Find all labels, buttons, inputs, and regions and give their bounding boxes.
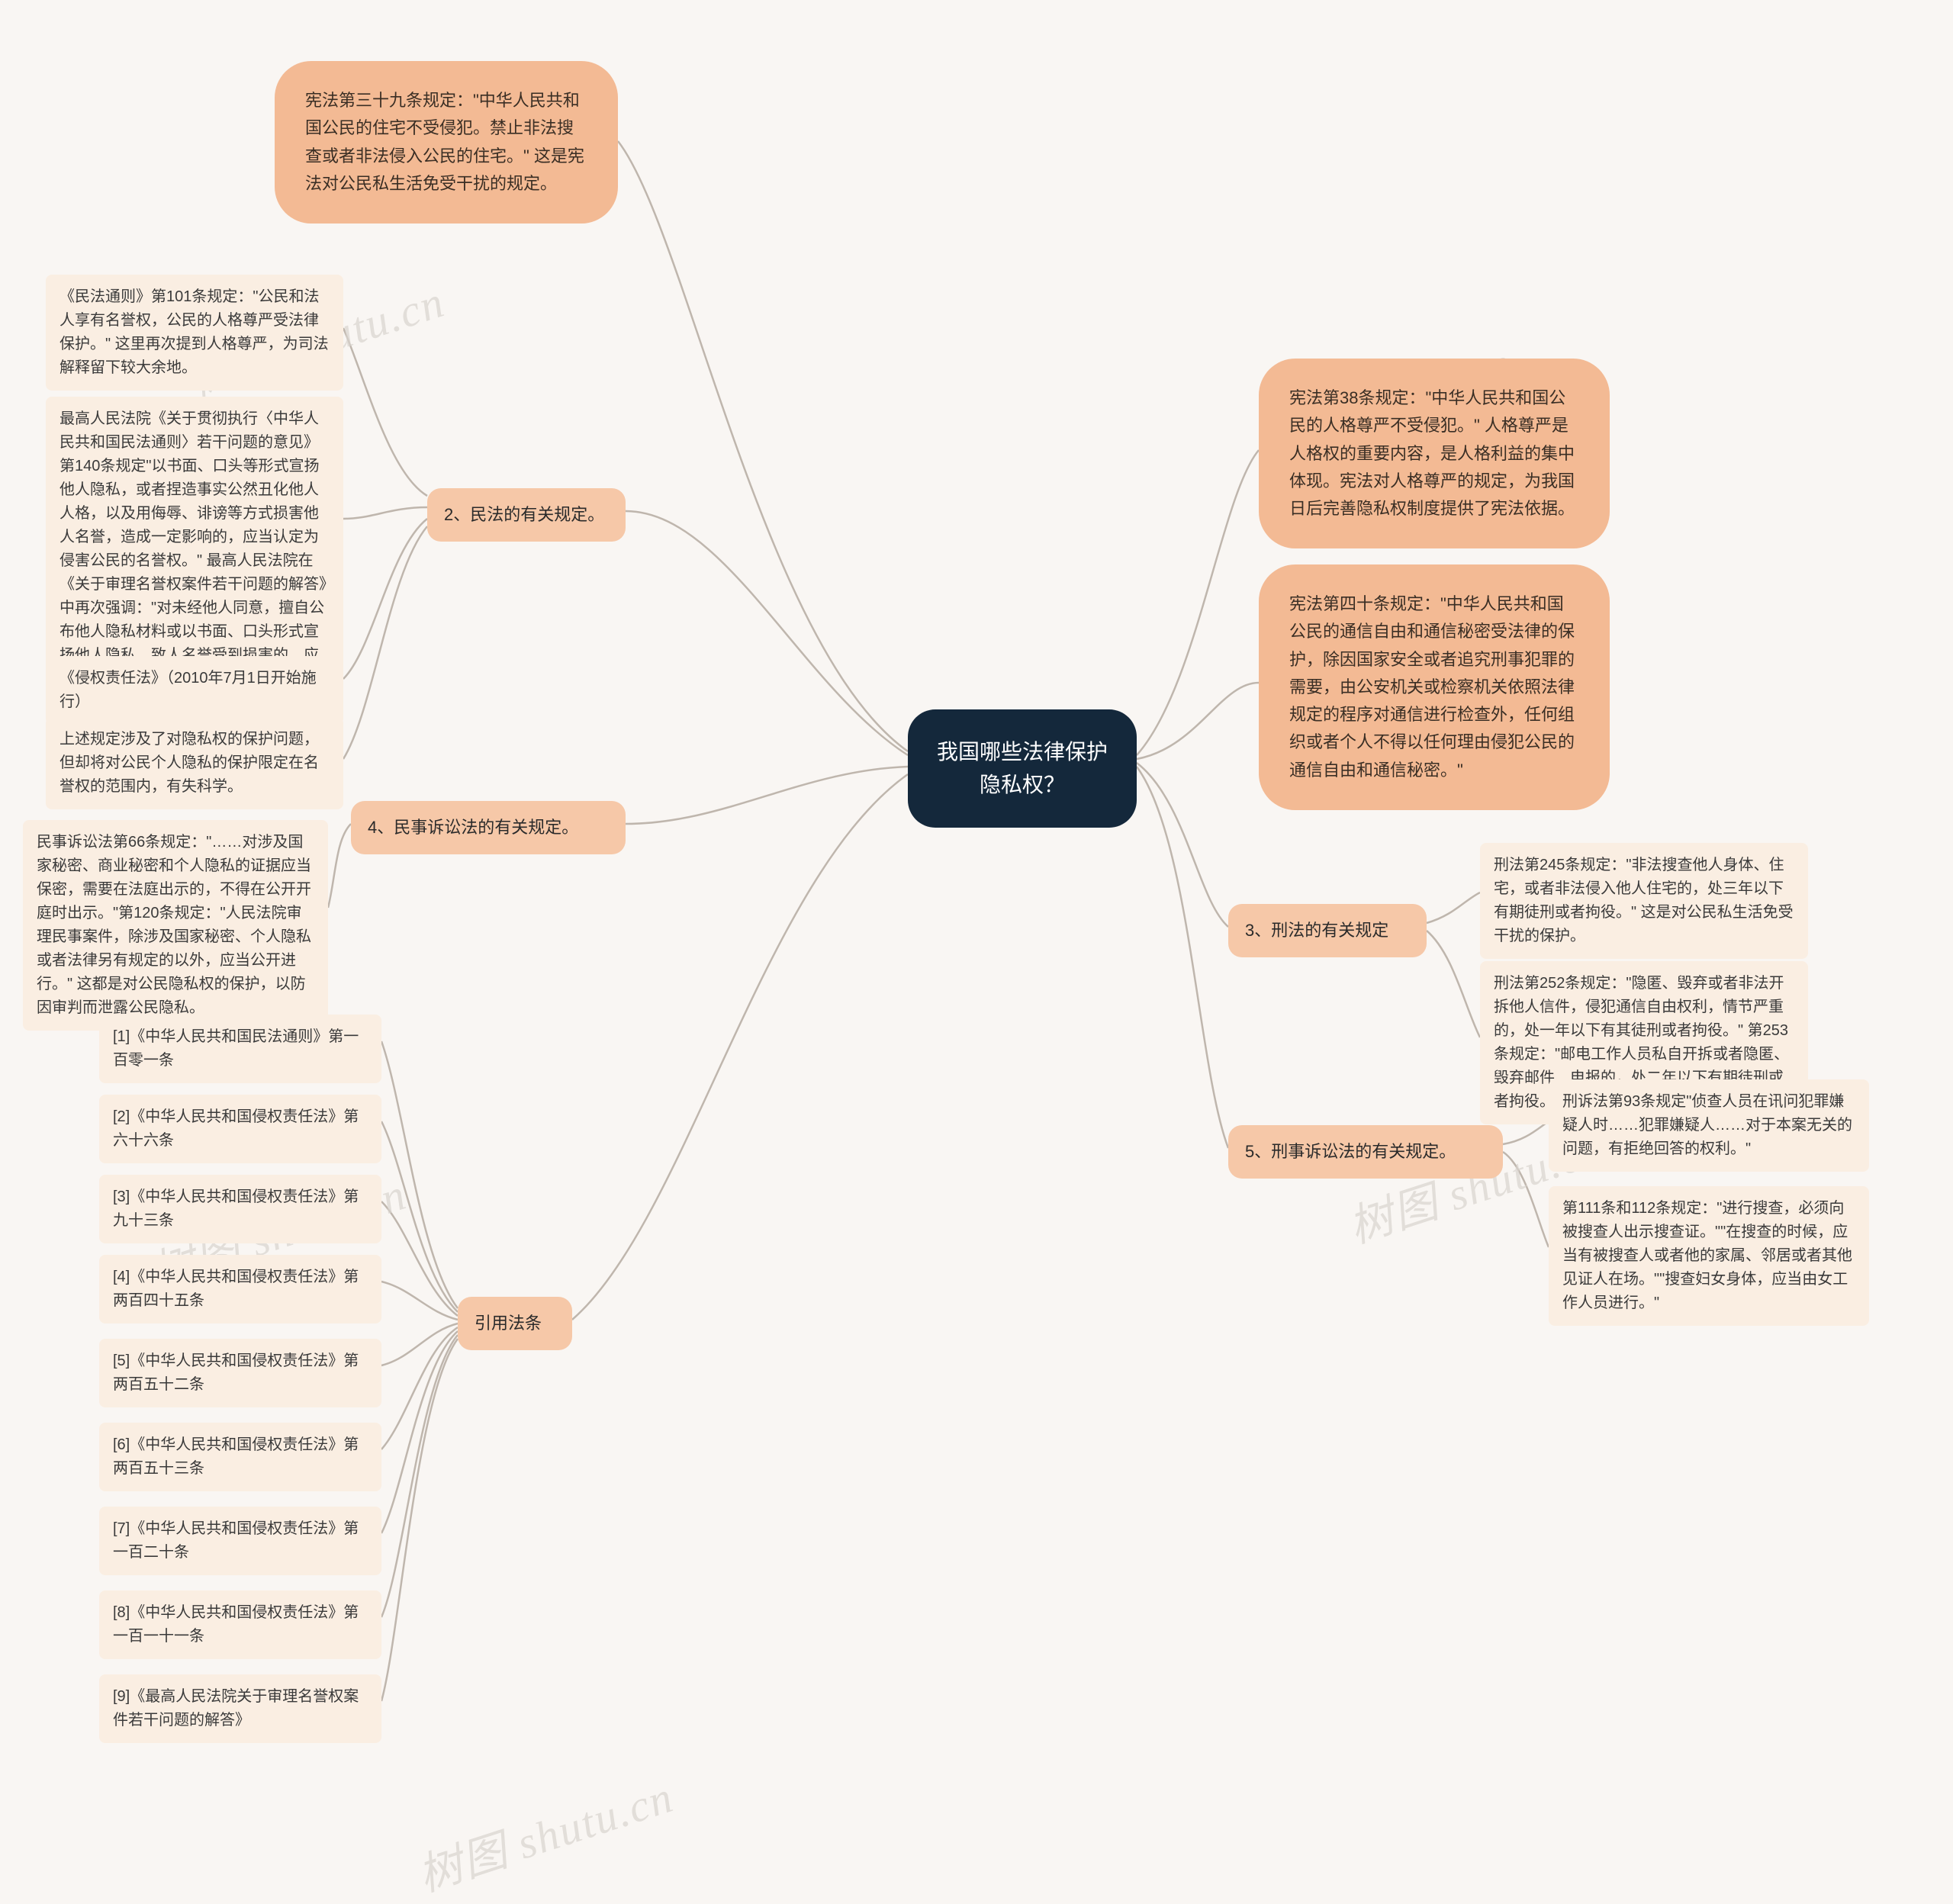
connector — [343, 519, 427, 679]
connector — [1427, 931, 1480, 1037]
category-c4: 4、民事诉讼法的有关规定。 — [351, 801, 626, 854]
connector — [572, 774, 908, 1320]
leaf-c2-2: 《侵权责任法》（2010年7月1日开始施行） — [46, 656, 343, 725]
connector — [381, 1201, 458, 1316]
connector — [1137, 763, 1228, 927]
connector — [381, 1339, 458, 1701]
leaf-c5-1: 第111条和112条规定："进行搜查，必须向被搜查人出示搜查证。""在搜查的时候… — [1549, 1186, 1869, 1326]
connector — [618, 141, 908, 751]
connector — [1503, 1152, 1549, 1247]
category-c3: 3、刑法的有关规定 — [1228, 904, 1427, 957]
connector — [343, 526, 427, 759]
leaf-c6-4: [5]《中华人民共和国侵权责任法》第两百五十二条 — [99, 1339, 381, 1407]
leaf-c6-8: [9]《最高人民法院关于审理名誉权案件若干问题的解答》 — [99, 1674, 381, 1743]
center-node: 我国哪些法律保护隐私权？ — [908, 709, 1137, 828]
connector — [381, 1331, 458, 1533]
connector — [381, 1327, 458, 1449]
leaf-c2-3: 上述规定涉及了对隐私权的保护问题，但却将对公民个人隐私的保护限定在名誉权的范围内… — [46, 717, 343, 809]
connector — [381, 1121, 458, 1312]
leaf-c2-0: 《民法通则》第101条规定："公民和法人享有名誉权，公民的人格尊严受法律保护。"… — [46, 275, 343, 391]
leaf-c6-3: [4]《中华人民共和国侵权责任法》第两百四十五条 — [99, 1255, 381, 1323]
constitution-node-left: 宪法第三十九条规定："中华人民共和国公民的住宅不受侵犯。禁止非法搜查或者非法侵入… — [275, 61, 618, 224]
leaf-c6-2: [3]《中华人民共和国侵权责任法》第九十三条 — [99, 1175, 381, 1243]
connector — [381, 1335, 458, 1617]
leaf-c6-0: [1]《中华人民共和国民法通则》第一百零一条 — [99, 1015, 381, 1083]
connector — [343, 328, 427, 496]
category-c2: 2、民法的有关规定。 — [427, 488, 626, 542]
connector — [1137, 450, 1259, 755]
watermark-4: 树图 shutu.cn — [409, 1761, 680, 1903]
connector — [1503, 1121, 1549, 1144]
connector — [626, 511, 908, 755]
connector — [328, 824, 351, 908]
leaf-c3-0: 刑法第245条规定："非法搜查他人身体、住宅，或者非法侵入他人住宅的，处三年以下… — [1480, 843, 1808, 959]
leaf-c6-6: [7]《中华人民共和国侵权责任法》第一百二十条 — [99, 1507, 381, 1575]
leaf-c6-7: [8]《中华人民共和国侵权责任法》第一百一十一条 — [99, 1590, 381, 1659]
leaf-c6-5: [6]《中华人民共和国侵权责任法》第两百五十三条 — [99, 1423, 381, 1491]
leaf-c4-0: 民事诉讼法第66条规定："……对涉及国家秘密、商业秘密和个人隐私的证据应当保密，… — [23, 820, 328, 1031]
leaf-c6-1: [2]《中华人民共和国侵权责任法》第六十六条 — [99, 1095, 381, 1163]
constitution-node-right-0: 宪法第38条规定："中华人民共和国公民的人格尊严不受侵犯。" 人格尊严是人格权的… — [1259, 359, 1610, 548]
connector — [1137, 767, 1228, 1148]
connector — [343, 507, 427, 519]
connector — [381, 1282, 458, 1320]
category-c6: 引用法条 — [458, 1297, 572, 1350]
leaf-c5-0: 刑诉法第93条规定"侦查人员在讯问犯罪嫌疑人时……犯罪嫌疑人……对于本案无关的问… — [1549, 1079, 1869, 1172]
connector — [381, 1323, 458, 1365]
category-c5: 5、刑事诉讼法的有关规定。 — [1228, 1125, 1503, 1179]
connector — [1137, 683, 1259, 759]
connector — [1427, 892, 1480, 923]
connector — [626, 767, 908, 824]
constitution-node-right-1: 宪法第四十条规定："中华人民共和国公民的通信自由和通信秘密受法律的保护，除因国家… — [1259, 564, 1610, 810]
connector — [381, 1041, 458, 1308]
